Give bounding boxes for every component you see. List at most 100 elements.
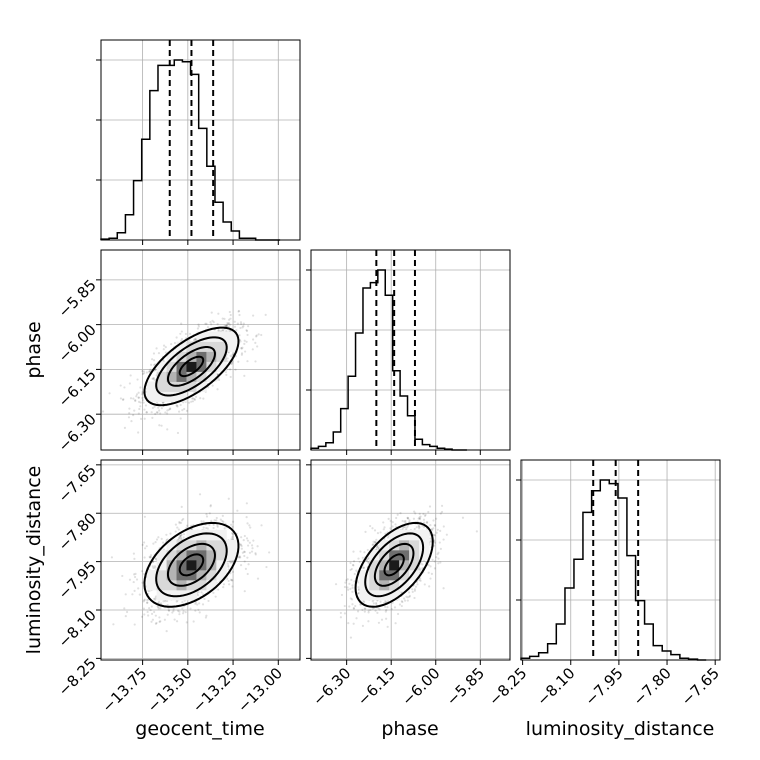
sample-point <box>439 547 442 550</box>
sample-point <box>401 519 404 523</box>
sample-point <box>351 563 355 567</box>
sample-point <box>157 606 160 609</box>
sample-point <box>179 533 183 537</box>
sample-point <box>432 527 435 530</box>
sample-point <box>143 599 146 602</box>
density-cell <box>196 579 207 591</box>
sample-point <box>243 550 246 554</box>
sample-point <box>395 516 398 520</box>
sample-point <box>160 407 163 410</box>
density-cell <box>156 549 168 561</box>
density-cell <box>206 371 217 382</box>
sample-point <box>224 324 227 328</box>
sample-point <box>422 525 426 529</box>
sample-point <box>141 370 144 373</box>
sample-point <box>101 410 105 413</box>
sample-point <box>382 521 385 524</box>
sample-point <box>419 517 422 521</box>
sample-point <box>164 345 167 349</box>
sample-point <box>152 359 156 362</box>
sample-point <box>391 601 394 604</box>
panel-frame <box>100 249 301 451</box>
sample-point <box>413 588 417 591</box>
sample-point <box>210 311 213 314</box>
sample-point <box>140 393 144 396</box>
sample-point <box>174 530 177 533</box>
sample-point <box>229 375 232 379</box>
sample-point <box>396 513 399 516</box>
sample-point <box>401 527 404 530</box>
sample-point <box>173 341 177 345</box>
panel-frame <box>100 39 301 241</box>
sample-point <box>179 417 182 420</box>
density-cell <box>216 539 227 551</box>
sample-point <box>247 325 250 328</box>
density-cell <box>166 371 178 382</box>
sample-point <box>371 543 374 546</box>
sample-point <box>177 528 180 531</box>
sample-point <box>252 539 255 542</box>
sample-point <box>250 544 254 547</box>
sample-point <box>175 600 178 603</box>
sample-point <box>132 552 135 555</box>
sample-point <box>166 613 169 616</box>
sample-point <box>152 377 155 380</box>
density-cell <box>206 569 217 581</box>
sample-point <box>248 551 252 554</box>
sample-point <box>231 533 235 536</box>
sample-point <box>264 313 267 316</box>
sample-point <box>372 543 375 546</box>
sample-point <box>419 568 422 572</box>
sample-point <box>230 560 233 564</box>
sample-point <box>170 343 173 346</box>
sample-point <box>400 600 403 603</box>
sample-point <box>391 525 394 528</box>
sample-point <box>229 578 233 581</box>
sample-point <box>147 614 150 617</box>
x-axis-label-luminosity-distance: luminosity_distance <box>526 718 715 740</box>
sample-point <box>236 509 239 512</box>
sample-point <box>211 384 214 387</box>
sample-point <box>178 613 181 616</box>
sample-point <box>231 520 235 523</box>
sample-point <box>212 591 215 594</box>
sample-point <box>229 561 232 564</box>
sample-point <box>227 564 230 567</box>
sample-point <box>224 325 228 328</box>
sample-point <box>135 395 138 398</box>
sample-point <box>137 587 140 590</box>
sample-point <box>143 598 146 601</box>
sample-point <box>225 373 228 376</box>
density-cell <box>226 331 237 342</box>
sample-point <box>245 537 249 540</box>
sample-point <box>371 600 374 603</box>
sample-point <box>205 322 208 325</box>
contour-line <box>143 521 240 608</box>
sample-point <box>408 519 411 522</box>
sample-point <box>418 526 421 529</box>
sample-point <box>220 329 223 332</box>
sample-point <box>419 579 422 582</box>
sample-point <box>408 594 411 597</box>
sample-point <box>376 531 380 535</box>
sample-point <box>404 599 407 602</box>
sample-point <box>154 412 157 416</box>
sample-point <box>248 541 251 544</box>
sample-point <box>150 620 153 623</box>
sample-point <box>239 543 242 546</box>
sample-point <box>167 408 170 411</box>
sample-point <box>242 325 245 328</box>
sample-point <box>143 613 146 616</box>
sample-point <box>387 517 390 520</box>
sample-point <box>244 567 247 570</box>
sample-point <box>231 585 234 588</box>
sample-point <box>178 522 181 525</box>
2d-panel-geocent-time-vs-luminosity-distance: −13.75−13.50−13.25−13.00−8.25−8.10−7.95−… <box>55 459 301 716</box>
sample-point <box>229 523 233 526</box>
sample-point <box>194 338 197 341</box>
sample-point <box>142 541 146 544</box>
sample-point <box>145 411 148 414</box>
density-cell <box>186 351 197 362</box>
sample-point <box>158 616 161 619</box>
sample-point <box>433 541 437 544</box>
